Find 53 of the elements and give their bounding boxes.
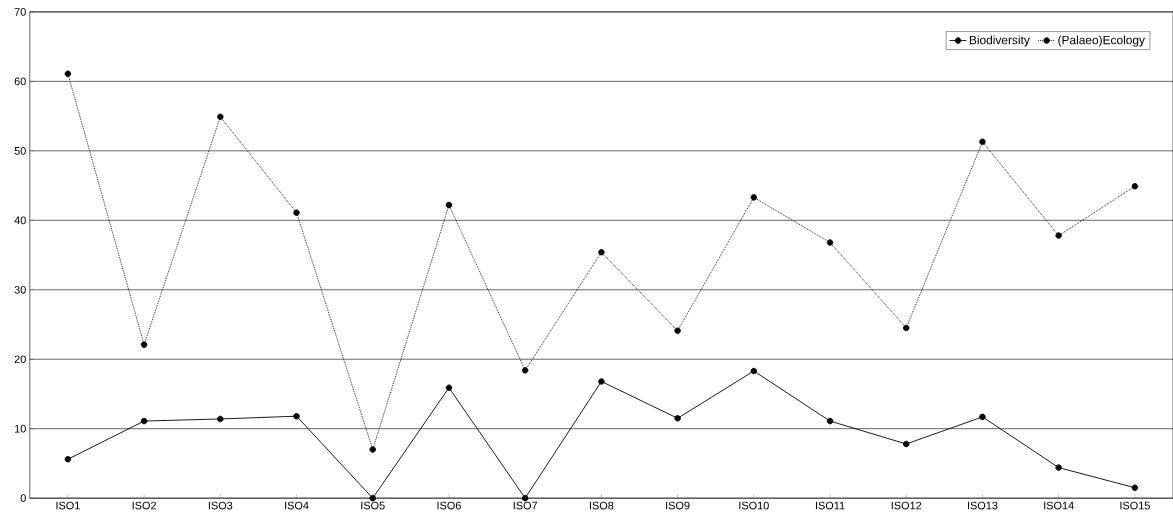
y-tick-label: 0	[20, 494, 26, 503]
point	[903, 324, 910, 332]
point	[369, 446, 376, 453]
x-tick-label: ISO10	[739, 501, 769, 510]
point	[598, 249, 605, 256]
point	[217, 415, 224, 423]
x-tick-label: ISO14	[1044, 501, 1074, 510]
x-tick-label: ISO15	[1120, 501, 1150, 510]
y-tick-label: 50	[14, 147, 26, 155]
x-tick-label: ISO13	[968, 501, 998, 510]
point	[293, 209, 300, 216]
x-tick-label: ISO7	[513, 501, 538, 510]
point	[979, 138, 986, 146]
x-tick-label: ISO1	[56, 501, 80, 510]
point	[445, 384, 453, 391]
point	[1131, 183, 1139, 190]
x-tick-label: ISO4	[285, 501, 309, 510]
point	[1055, 464, 1062, 471]
x-tick-label: ISO3	[208, 501, 233, 510]
point	[750, 367, 758, 375]
point	[979, 413, 986, 421]
point	[674, 327, 681, 335]
point	[64, 456, 72, 463]
point	[140, 417, 148, 425]
point	[217, 113, 224, 121]
y-tick-label: 60	[14, 77, 26, 86]
point	[674, 415, 681, 422]
x-tick-label: ISO9	[666, 501, 690, 510]
legend-label: Biodiversity	[969, 35, 1030, 47]
point	[293, 413, 300, 420]
x-tick-label: ISO6	[437, 501, 461, 510]
legend-label: (Palaeo)Ecology	[1058, 35, 1145, 47]
point	[140, 341, 148, 348]
point	[1131, 484, 1139, 491]
point	[598, 378, 605, 385]
point	[903, 440, 910, 448]
point	[64, 70, 72, 77]
x-tick-label: ISO11	[815, 501, 845, 510]
y-tick-label: 40	[14, 216, 26, 225]
point	[445, 201, 453, 209]
point	[826, 239, 834, 246]
point	[1055, 232, 1062, 239]
point	[521, 367, 529, 374]
point	[826, 417, 834, 425]
y-tick-label: 70	[14, 8, 26, 16]
point	[750, 194, 758, 201]
y-tick-label: 30	[14, 285, 26, 294]
x-tick-label: ISO5	[361, 501, 385, 510]
y-tick-label: 10	[14, 424, 26, 433]
x-tick-label: ISO2	[132, 501, 156, 510]
y-tick-label: 20	[14, 355, 26, 364]
x-tick-label: ISO8	[589, 501, 614, 510]
x-tick-label: ISO12	[891, 501, 922, 510]
